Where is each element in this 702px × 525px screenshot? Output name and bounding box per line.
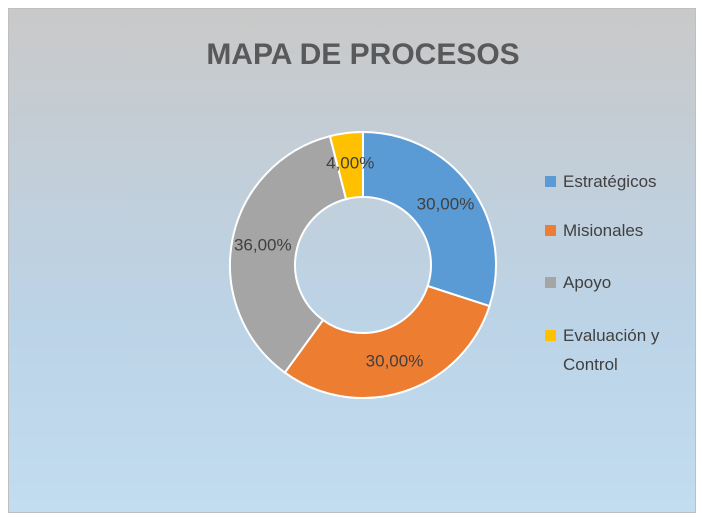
legend-item: Estratégicos xyxy=(545,167,702,196)
legend-swatch xyxy=(545,277,556,288)
legend-swatch xyxy=(545,330,556,341)
legend-item: Misionales xyxy=(545,216,702,245)
legend-label: Estratégicos xyxy=(563,172,657,191)
data-label: 30,00% xyxy=(417,195,475,214)
data-label: 36,00% xyxy=(234,235,292,254)
legend-swatch xyxy=(545,176,556,187)
legend-swatch xyxy=(545,225,556,236)
data-label: 30,00% xyxy=(366,351,424,370)
donut-slice xyxy=(328,130,364,201)
data-label: 4,00% xyxy=(326,153,374,172)
legend-item: Evaluación y Control xyxy=(545,321,702,379)
legend-label: Evaluación y Control xyxy=(563,326,660,374)
legend-label: Apoyo xyxy=(563,273,612,292)
donut-slice xyxy=(229,134,348,374)
donut-slice xyxy=(362,130,497,308)
chart-area xyxy=(8,8,696,513)
legend-label: Misionales xyxy=(563,221,644,240)
chart-title: MAPA DE PROCESOS xyxy=(206,38,519,71)
donut-slice xyxy=(283,284,491,399)
legend-item: Apoyo xyxy=(545,268,702,297)
